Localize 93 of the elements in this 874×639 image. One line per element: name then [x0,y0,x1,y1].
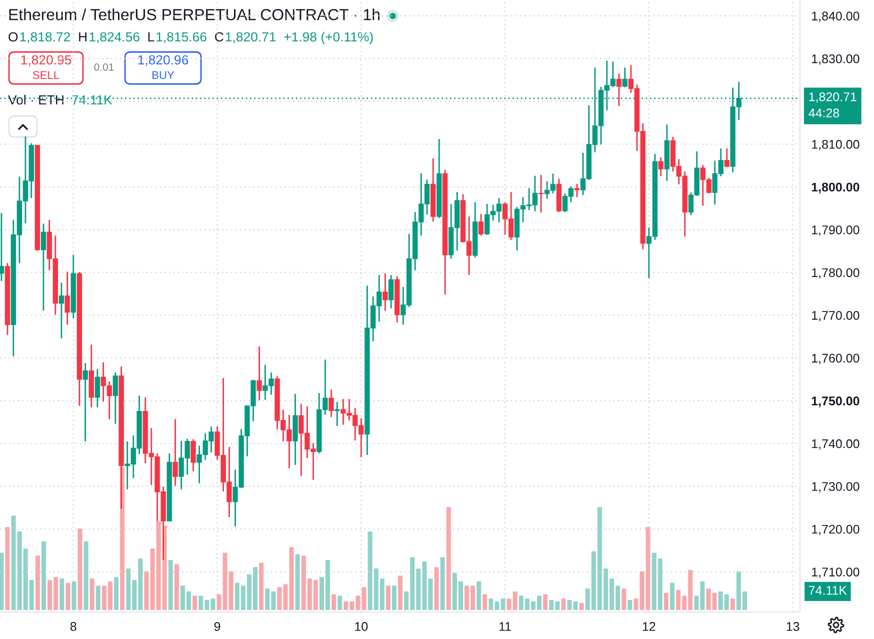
y-tick-label: 1,720.00 [812,524,860,536]
annotation: BUY [152,71,174,79]
y-tick-label: 1,740.00 [812,439,860,450]
bar [84,541,88,610]
y-tick-label: 1,840.00 [812,12,860,22]
candlestick [328,388,334,418]
candlestick [190,438,196,472]
bar [0,552,4,610]
bar [386,586,390,610]
bar [332,594,336,610]
candlestick [256,346,262,401]
annotation: 74.11K [72,95,112,104]
bar [60,578,64,610]
bar [35,556,40,610]
annotation: 0.01 [94,63,114,71]
candlestick [58,282,64,339]
annotation: H [79,32,86,42]
y-tick-label: 1,760.00 [812,354,860,364]
bar [392,586,397,610]
y-tick-label: 1,730.00 [812,482,860,492]
bar [41,541,46,610]
candlestick [724,148,730,168]
annotation: 1,820.95 [21,55,72,66]
candlestick [622,66,628,88]
candlestick [574,183,580,198]
bar [259,562,264,610]
y-tick-label: 1,780.00 [812,268,860,279]
bar [440,557,445,610]
bar [664,592,668,610]
candlestick [478,213,484,236]
candlestick [64,270,70,326]
bar [628,600,632,610]
x-tick-label: 13 [786,622,800,631]
x-tick-label: 9 [214,622,220,631]
y-tick-label: 1,800.00 [812,182,860,194]
annotation: 1,824.56 [90,32,140,44]
x-tick-label: 8 [70,622,76,631]
candlestick [82,362,88,442]
bar [114,577,119,610]
annotation: 1,820.71 [226,32,276,44]
bar [670,582,674,610]
y-tick-label: 1,790.00 [812,225,860,236]
bar [78,528,82,610]
annotation: O [8,32,18,42]
annotation: L [148,32,154,42]
ref-line-label: 1,820.71 44:28 [808,92,856,118]
candlestick [388,274,394,310]
bar [622,588,626,610]
bar [543,594,548,610]
bar [338,596,342,610]
bar [730,598,735,610]
bar [174,564,179,610]
bar [476,581,482,610]
annotation: 1,818.72 [20,32,70,44]
candlestick [172,418,178,487]
x-tick-label: 12 [642,622,656,631]
candlestick [382,272,388,312]
bar [579,602,584,610]
candlestick [616,72,622,107]
x-tick-label: 11 [500,622,511,631]
bar [90,578,94,610]
bar [144,571,149,610]
bar [561,598,566,610]
bar [5,527,10,610]
candlestick [94,368,100,408]
bar [434,567,439,610]
y-tick-label: 1,830.00 [812,54,860,65]
bar [500,598,506,610]
candlestick [658,156,664,177]
bar [295,554,300,610]
candlestick [334,401,340,427]
bar [192,596,198,610]
y-tick-label: 1,710.00 [812,568,860,578]
bar [482,594,488,610]
bar [72,581,76,610]
annotation: C [215,32,224,42]
bar [168,560,173,610]
bar [446,507,451,610]
candlestick [40,222,46,312]
annotation: +1.98 (+0.11%) [284,32,373,44]
annotation: SELL [32,71,60,79]
annotation: 1,820.96 [138,55,188,66]
y-tick-label: 1,770.00 [812,310,860,322]
annotation: 1,815.66 [156,32,206,44]
text: 74.11K [808,586,847,595]
y-tick-label: 1,810.00 [812,140,860,150]
candlestick [112,372,118,425]
candlestick [0,212,4,282]
y-tick-label: 1,750.00 [812,396,860,408]
bar [96,586,100,610]
x-tick-label: 10 [355,622,368,631]
bar [66,582,70,610]
bar [398,576,403,610]
